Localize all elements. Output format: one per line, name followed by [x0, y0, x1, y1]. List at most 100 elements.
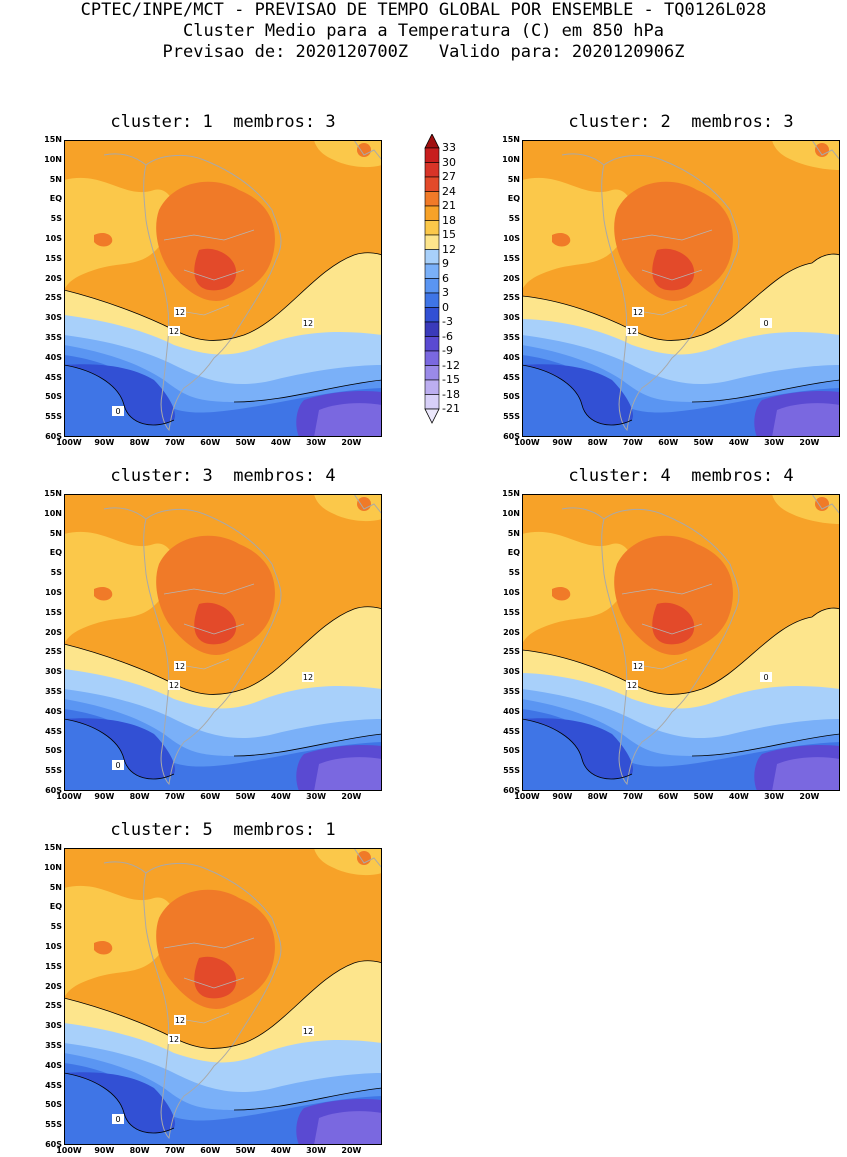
colorbar-swatch [424, 321, 440, 337]
lat-label: 40S [503, 352, 520, 362]
lon-label: 50W [235, 438, 256, 447]
lat-label: EQ [49, 902, 62, 912]
lat-label: 60S [45, 432, 62, 441]
lat-label: 55S [45, 1120, 62, 1130]
contour-12 [522, 253, 840, 341]
lat-label: 50S [503, 746, 520, 756]
panel-title-5: cluster: 5 membros: 1 [110, 820, 336, 840]
colorbar-swatch [424, 162, 440, 178]
svg-text:12: 12 [169, 327, 179, 336]
colorbar-swatch [424, 263, 440, 279]
lon-label: 40W [728, 438, 749, 447]
lat-label: 15S [45, 961, 62, 971]
colorbar-label: -18 [442, 387, 460, 401]
lat-label: 35S [45, 687, 62, 696]
field-minus9 [772, 757, 840, 791]
colorbar-label: 0 [442, 300, 449, 314]
field-15-west [522, 531, 633, 644]
lat-label: 55S [45, 766, 62, 776]
lat-label: 15N [44, 135, 62, 144]
lon-label: 50W [235, 792, 256, 801]
colorbar-label: 15 [442, 228, 456, 241]
contour-label: 12 [302, 672, 314, 682]
lon-label: 100W [514, 792, 540, 801]
coastline-south-america [143, 154, 282, 432]
coastline-africa [353, 140, 382, 161]
field-15-west [64, 885, 175, 998]
lat-label: 25S [503, 293, 520, 303]
contour-label: 12 [632, 307, 644, 317]
field-21 [156, 535, 275, 655]
lon-label: 50W [235, 1146, 256, 1155]
lat-label: 15S [503, 253, 520, 263]
coastline-central-america [103, 507, 147, 520]
colorbar-label: -9 [442, 344, 453, 357]
colorbar-swatch [424, 394, 440, 410]
contour-label: 0 [112, 406, 124, 416]
panel-title-2: cluster: 2 membros: 3 [568, 112, 794, 132]
lat-label: 10N [502, 154, 520, 164]
lat-label: 15S [45, 607, 62, 617]
map-frame [64, 848, 382, 1145]
field-21 [614, 535, 733, 655]
colorbar-label: 18 [442, 213, 456, 227]
lat-label: 25S [503, 647, 520, 657]
panel-title-4: cluster: 4 membros: 4 [568, 466, 794, 486]
lat-label: 50S [45, 1100, 62, 1110]
lat-label: 45S [45, 726, 62, 736]
lat-label: 10N [44, 862, 62, 872]
field-21-west [552, 586, 571, 601]
contour-label: 12 [174, 307, 186, 317]
lat-label: EQ [49, 194, 62, 204]
lon-label: 80W [587, 792, 608, 801]
lat-label: 30S [45, 313, 62, 323]
coastline-south-america [601, 508, 740, 786]
lon-label: 100W [514, 438, 540, 447]
lat-label: 50S [45, 746, 62, 756]
coastline-central-america [103, 153, 147, 166]
map-panel-2: 12 12 0 [522, 140, 840, 437]
lat-label: 45S [45, 372, 62, 382]
colorbar-swatch [424, 220, 440, 236]
field-24 [652, 602, 695, 645]
coastline-central-america [103, 861, 147, 874]
svg-text:12: 12 [175, 1016, 185, 1025]
lon-label: 60W [200, 438, 221, 447]
svg-text:12: 12 [303, 673, 313, 682]
lat-label: 10N [44, 154, 62, 164]
lon-label: 20W [799, 792, 820, 801]
colorbar-label: 21 [442, 199, 456, 212]
field-24 [194, 602, 237, 645]
lon-label: 100W [56, 1146, 82, 1155]
lat-label: 15N [502, 135, 520, 144]
contour-label: 12 [626, 680, 638, 690]
lon-label: 100W [56, 438, 82, 447]
svg-text:0: 0 [115, 761, 120, 770]
contour-label: 12 [626, 326, 638, 336]
colorbar-swatches [424, 134, 440, 424]
lon-label: 70W [164, 792, 185, 801]
field-15-west [64, 531, 175, 644]
lat-label: 5N [49, 528, 62, 538]
lat-label: 45S [503, 726, 520, 736]
lat-label: 5S [50, 214, 62, 224]
lat-label: 35S [45, 1041, 62, 1050]
svg-text:12: 12 [169, 1035, 179, 1044]
lat-label: 25S [45, 647, 62, 657]
lat-label: EQ [507, 548, 520, 558]
lon-label: 20W [341, 438, 362, 447]
colorbar-label: 27 [442, 170, 456, 183]
colorbar-swatch [424, 379, 440, 395]
field-21-west [94, 940, 113, 955]
lat-label: 60S [503, 786, 520, 795]
lat-label: EQ [49, 548, 62, 558]
colorbar-arrow-bottom [424, 408, 440, 424]
coastline-central-america [561, 507, 605, 520]
colorbar-label: -3 [442, 315, 453, 328]
lat-label: 5S [50, 922, 62, 932]
svg-text:12: 12 [633, 662, 643, 671]
coastline-south-america [143, 862, 282, 1140]
colorbar-arrow-top [424, 134, 440, 149]
lon-label: 70W [622, 438, 643, 447]
lat-label: 35S [503, 333, 520, 342]
